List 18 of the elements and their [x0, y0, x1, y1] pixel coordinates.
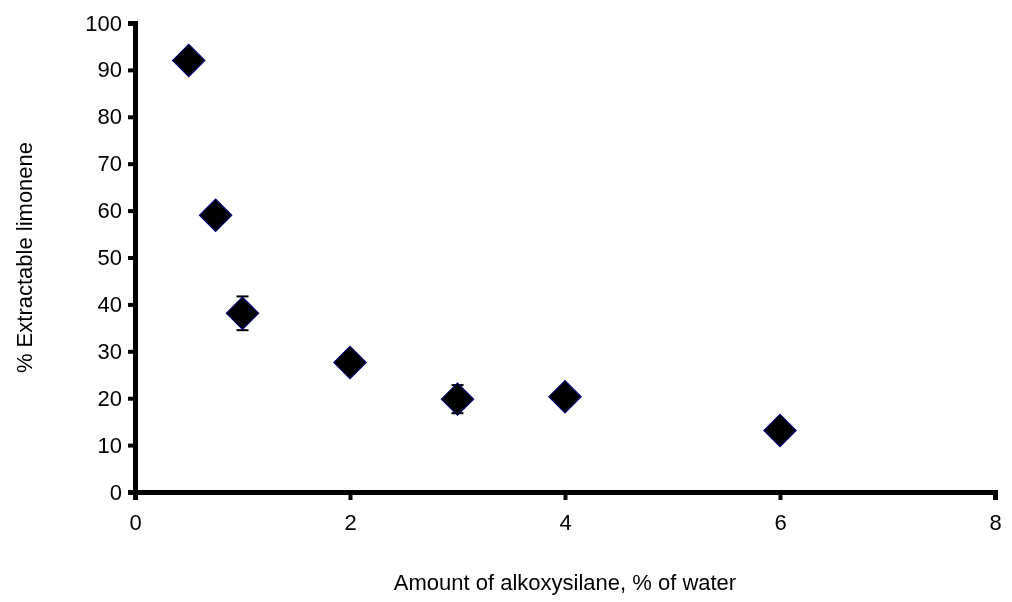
y-tick-label: 30 — [97, 338, 122, 364]
y-tick-label: 40 — [97, 291, 122, 317]
y-tick-label: 0 — [109, 479, 122, 505]
y-tick-label: 90 — [97, 57, 122, 83]
x-axis-title: Amount of alkoxysilane, % of water — [393, 570, 737, 595]
y-tick-label: 60 — [97, 198, 122, 224]
y-tick-label: 100 — [85, 10, 122, 36]
y-tick-label: 50 — [97, 245, 122, 271]
x-tick-label: 2 — [344, 509, 357, 535]
x-tick-label: 4 — [559, 509, 572, 535]
y-tick-label: 10 — [97, 432, 122, 458]
x-tick-label: 8 — [989, 509, 1002, 535]
y-axis-title: % Extractable limonene — [12, 141, 37, 374]
y-tick-label: 70 — [97, 151, 122, 177]
y-tick-label: 80 — [97, 104, 122, 130]
x-tick-label: 6 — [774, 509, 787, 535]
y-tick-label: 20 — [97, 385, 122, 411]
x-tick-label: 0 — [129, 509, 142, 535]
